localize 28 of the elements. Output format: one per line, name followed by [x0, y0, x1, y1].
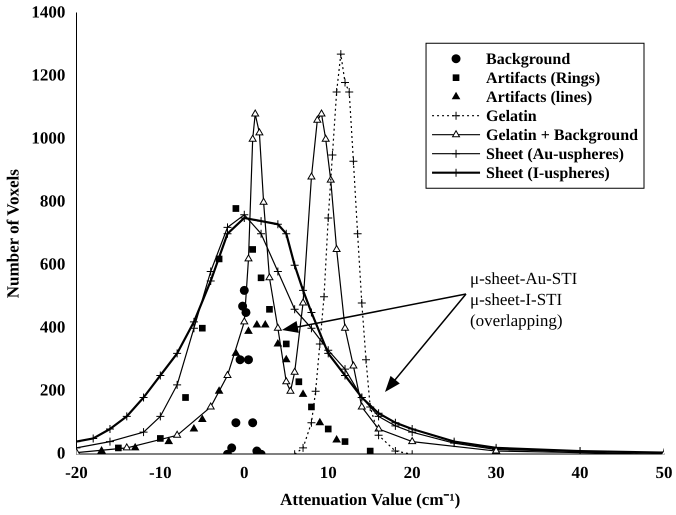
x-tick-label: 30 — [488, 462, 505, 482]
annotation: μ-sheet-Au-STI — [470, 268, 578, 289]
y-tick-label: 0 — [56, 444, 66, 463]
x-tick-label: 50 — [656, 462, 672, 482]
y-tick-label: 1400 — [31, 2, 66, 22]
y-tick-label: 1000 — [31, 128, 66, 148]
legend-label: Sheet (I-uspheres) — [486, 164, 610, 182]
legend-label: Gelatin + Background — [486, 126, 638, 144]
y-axis-title: Number of Voxels — [4, 168, 23, 298]
annotation: (overlapping) — [470, 310, 564, 331]
x-axis-title: Attenuation Value (cm⁻¹) — [280, 490, 460, 510]
legend-label: Background — [486, 50, 570, 68]
y-tick-label: 1200 — [31, 66, 66, 85]
legend-label: Artifacts (lines) — [486, 88, 592, 106]
x-tick-label: 0 — [240, 462, 249, 482]
legend-label: Artifacts (Rings) — [486, 70, 600, 87]
y-tick-label: 800 — [40, 192, 66, 211]
legend-label: Gelatin — [486, 108, 537, 125]
x-tick-label: -10 — [149, 462, 172, 482]
y-tick-label: 200 — [40, 380, 66, 400]
x-tick-label: 40 — [572, 462, 589, 482]
x-tick-label: 20 — [404, 462, 421, 482]
y-tick-label: 600 — [40, 254, 66, 274]
y-tick-label: 400 — [40, 318, 66, 337]
legend-label: Sheet (Au-uspheres) — [486, 146, 624, 163]
annotation: μ-sheet-I-STI — [470, 289, 564, 310]
x-tick-label: 10 — [320, 462, 337, 482]
x-tick-label: -20 — [65, 462, 88, 482]
